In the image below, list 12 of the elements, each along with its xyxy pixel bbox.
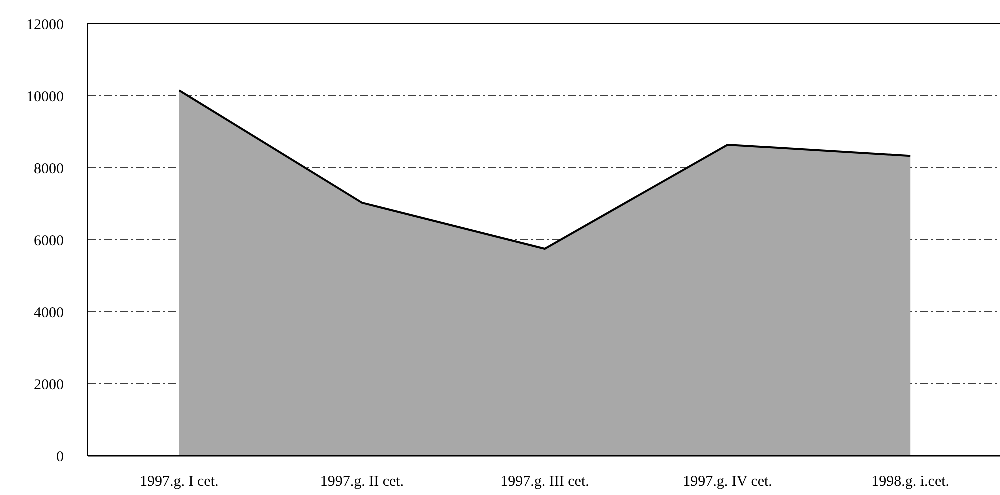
y-tick-label: 6000 (34, 233, 64, 250)
x-tick-label: 1998.g. i.cet. (872, 474, 950, 490)
y-tick-label: 12000 (26, 17, 64, 34)
x-tick-label: 1997.g. II cet. (320, 474, 404, 490)
y-tick-label: 8000 (34, 161, 64, 178)
y-tick-label: 4000 (34, 305, 64, 322)
x-tick-label: 1997.g. III cet. (500, 474, 590, 490)
x-tick-label: 1997.g. I cet. (140, 474, 219, 490)
x-tick-label: 1997.g. IV cet. (683, 474, 772, 490)
y-tick-label: 10000 (26, 89, 64, 106)
y-tick-label: 0 (56, 449, 64, 466)
y-tick-label: 2000 (34, 377, 64, 394)
